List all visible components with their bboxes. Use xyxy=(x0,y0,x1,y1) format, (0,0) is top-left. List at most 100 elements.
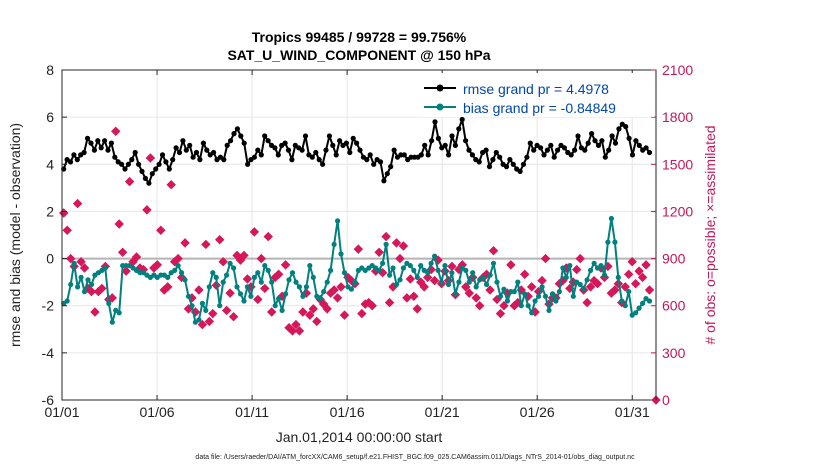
rmse-point xyxy=(200,140,206,146)
obs-count-marker xyxy=(114,219,124,229)
obs-count-marker xyxy=(173,253,183,264)
bias-point xyxy=(536,293,542,299)
rmse-point xyxy=(193,149,200,156)
rmse-point xyxy=(289,157,295,163)
obs-count-marker xyxy=(221,305,232,316)
obs-count-marker xyxy=(273,269,284,279)
chart-title: Tropics 99485 / 99728 = 99.756% xyxy=(252,29,467,45)
rmse-point xyxy=(572,147,578,153)
obs-count-marker xyxy=(620,282,630,292)
rmse-point xyxy=(156,161,162,167)
obs-count-marker xyxy=(166,180,176,190)
rmse-point xyxy=(568,152,574,158)
rmse-point xyxy=(503,164,510,170)
rmse-point xyxy=(241,140,247,146)
bias-point xyxy=(78,274,84,280)
rmse-point xyxy=(463,138,469,144)
rmse-point xyxy=(316,157,322,163)
rmse-point xyxy=(142,175,148,181)
bias-point xyxy=(428,260,434,266)
x-tick-label: 01/01 xyxy=(44,404,79,420)
y-tick-label: 4 xyxy=(46,156,54,172)
bias-point xyxy=(172,267,178,273)
rmse-point xyxy=(555,147,561,153)
bias-point xyxy=(608,215,615,222)
bias-point xyxy=(258,279,264,285)
rmse-point xyxy=(367,152,373,158)
bias-point xyxy=(276,296,282,302)
bias-point xyxy=(615,274,621,280)
bias-point xyxy=(241,298,247,304)
bias-point xyxy=(484,281,490,288)
obs-count-marker xyxy=(391,238,402,248)
bias-point xyxy=(577,281,583,288)
legend-box xyxy=(420,73,654,117)
obs-count-marker xyxy=(585,282,596,292)
obs-count-marker xyxy=(79,263,90,273)
bias-point xyxy=(553,298,559,304)
obs-count-marker xyxy=(485,285,495,295)
rmse-point xyxy=(122,166,128,172)
bias-point xyxy=(525,303,531,309)
obs-count-marker xyxy=(641,260,651,270)
bias-point xyxy=(71,260,77,266)
bias-point xyxy=(283,291,289,297)
bias-point xyxy=(490,260,497,266)
chart-subtitle: SAT_U_WIND_COMPONENT @ 150 hPa xyxy=(227,47,490,63)
bias-point xyxy=(310,274,316,280)
rmse-point xyxy=(585,140,591,146)
x-tick-label: 01/16 xyxy=(330,404,365,420)
bias-point xyxy=(116,310,122,316)
bias-point xyxy=(265,267,271,273)
obs-count-marker xyxy=(464,288,474,298)
bias-point xyxy=(234,284,240,290)
bias-point xyxy=(210,270,216,276)
y-tick-label: -4 xyxy=(42,345,55,361)
bias-point xyxy=(432,253,438,259)
bias-point xyxy=(494,279,500,285)
rmse-point xyxy=(377,159,384,165)
obs-count-markers xyxy=(59,126,661,405)
bias-point xyxy=(307,263,313,269)
obs-count-marker xyxy=(111,126,121,136)
rmse-point xyxy=(466,147,472,153)
bias-point xyxy=(532,298,538,304)
plot-frame xyxy=(61,69,657,401)
rmse-point xyxy=(139,168,145,174)
rmse-point xyxy=(299,147,305,153)
bias-point xyxy=(515,279,521,285)
bias-point xyxy=(102,265,108,271)
obs-count-marker xyxy=(97,283,107,294)
obs-count-marker xyxy=(76,257,86,267)
rmse-point xyxy=(146,180,152,186)
obs-count-marker xyxy=(575,253,585,264)
bias-point xyxy=(109,319,115,325)
bias-point xyxy=(64,298,70,304)
obs-count-marker xyxy=(294,326,305,336)
rmse-point xyxy=(646,149,653,156)
rmse-point xyxy=(490,157,496,163)
rmse-point xyxy=(435,135,441,141)
rmse-point xyxy=(183,147,189,153)
bias-point xyxy=(81,289,88,295)
rmse-point xyxy=(190,154,196,160)
rmse-point xyxy=(606,147,612,153)
rmse-point xyxy=(493,149,499,156)
bias-point xyxy=(179,270,185,276)
obs-count-marker xyxy=(256,253,267,264)
rmse-point xyxy=(88,140,94,146)
bias-point xyxy=(588,267,594,273)
bias-point xyxy=(640,300,646,306)
rmse-point xyxy=(589,131,595,137)
bias-point xyxy=(255,270,261,276)
obs-count-marker xyxy=(499,301,509,311)
x-axis-ticks: 01/01 01/06 01/11 01/16 01/21 01/26 01/31 xyxy=(44,70,650,420)
rmse-point xyxy=(221,157,227,163)
rmse-point xyxy=(354,140,360,146)
rmse-point xyxy=(255,147,261,153)
rmse-point xyxy=(330,142,336,148)
legend-rmse-label: rmse grand pr = 4.4978 xyxy=(463,81,609,97)
obs-count-marker xyxy=(308,304,319,314)
rmse-point xyxy=(524,154,530,160)
bias-point xyxy=(470,270,476,276)
